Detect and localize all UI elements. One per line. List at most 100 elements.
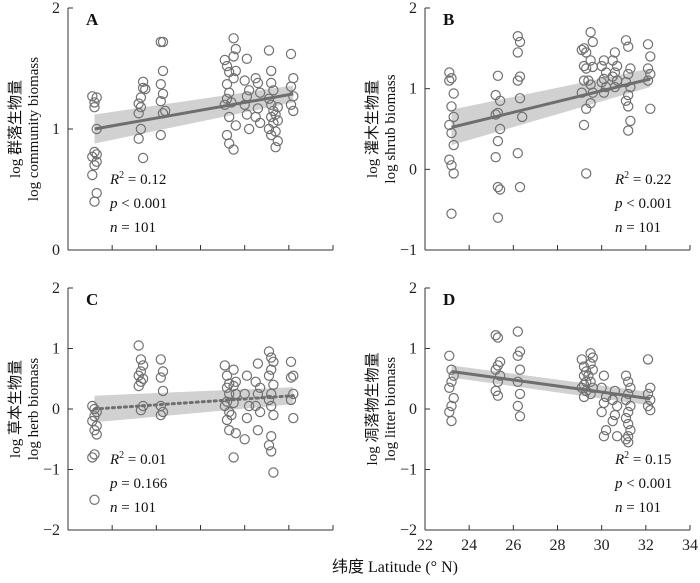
- data-point: [221, 129, 233, 141]
- data-point: [611, 431, 623, 442]
- data-point: [492, 332, 504, 343]
- panel-C: −2 −1 0 1 2 C R2 = 0.01 p = 0.166 n = 101 log 草本生…: [7, 280, 334, 539]
- y-axis-label-cn: log 群落生物量: [7, 80, 24, 178]
- data-point: [598, 397, 610, 409]
- data-point: [266, 99, 277, 111]
- data-point: [91, 187, 102, 199]
- data-point: [645, 394, 656, 406]
- data-point: [230, 65, 241, 77]
- data-point: [583, 370, 594, 381]
- y-tick-label: 0: [52, 242, 60, 259]
- data-point: [230, 428, 241, 439]
- data-point: [490, 385, 501, 397]
- data-point: [645, 51, 656, 62]
- data-point: [252, 77, 264, 89]
- data-point: [263, 394, 275, 406]
- data-point: [87, 91, 98, 102]
- y-axis-label-en: log herb biomass: [26, 358, 42, 461]
- data-point: [288, 105, 299, 117]
- data-point: [285, 48, 297, 60]
- data-point: [611, 400, 623, 412]
- panel-letter: A: [86, 10, 99, 29]
- x-axis-label: 纬度 Latitude (° N): [332, 558, 458, 576]
- data-point: [581, 63, 592, 74]
- data-point: [514, 364, 526, 375]
- y-tick-label: 2: [409, 280, 417, 297]
- data-point: [241, 370, 253, 381]
- data-point: [611, 60, 623, 72]
- data-point: [645, 103, 656, 115]
- data-point: [266, 77, 277, 89]
- regression-line: [94, 92, 294, 131]
- data-point: [448, 392, 459, 404]
- y-tick-label: 2: [409, 0, 417, 17]
- data-point: [444, 350, 455, 361]
- data-point: [512, 47, 524, 58]
- data-point: [585, 79, 596, 90]
- data-point: [272, 135, 283, 147]
- data-point: [135, 92, 147, 103]
- data-point: [263, 45, 275, 56]
- data-point: [140, 83, 151, 95]
- data-point: [223, 388, 235, 400]
- regression-line: [451, 370, 651, 401]
- data-point: [250, 111, 261, 123]
- data-point: [512, 350, 524, 361]
- data-point: [135, 101, 147, 113]
- data-point: [623, 376, 634, 387]
- data-point: [623, 101, 634, 112]
- data-point: [263, 123, 275, 135]
- y-tick-label: −2: [43, 522, 60, 539]
- data-point: [89, 146, 100, 158]
- data-point: [598, 431, 610, 442]
- confidence-band: [451, 68, 651, 146]
- data-point: [221, 60, 233, 72]
- data-point: [576, 354, 588, 365]
- data-point: [133, 133, 144, 144]
- y-tick-label: −2: [400, 522, 417, 539]
- data-point: [448, 168, 459, 179]
- data-point: [254, 117, 266, 129]
- data-point: [494, 370, 506, 381]
- data-point: [576, 87, 588, 98]
- data-point: [157, 406, 169, 418]
- data-point: [266, 65, 277, 77]
- data-point: [620, 412, 632, 424]
- data-point: [492, 135, 504, 147]
- data-point: [444, 75, 455, 86]
- x-tick-label: 24: [461, 537, 477, 554]
- data-point: [585, 55, 596, 66]
- data-point: [157, 88, 169, 100]
- data-point: [585, 358, 596, 369]
- data-point: [645, 382, 656, 393]
- data-point: [625, 115, 636, 127]
- confidence-band: [94, 85, 294, 144]
- data-point: [620, 370, 632, 381]
- stat-p: p < 0.001: [614, 476, 672, 492]
- stat-r2: R2 = 0.22: [614, 170, 671, 188]
- data-point: [137, 360, 149, 371]
- x-tick-label: 30: [594, 537, 610, 554]
- data-point: [228, 72, 239, 84]
- x-tick-label: 32: [638, 537, 654, 554]
- y-tick-label: 2: [52, 280, 60, 297]
- data-point: [223, 138, 235, 149]
- data-point: [578, 391, 590, 403]
- data-point: [228, 33, 239, 44]
- data-point: [239, 434, 250, 445]
- stat-n: n = 101: [110, 220, 156, 236]
- data-point: [272, 101, 283, 113]
- data-point: [254, 406, 266, 418]
- data-point: [625, 400, 636, 412]
- stat-r2: R2 = 0.01: [109, 450, 166, 468]
- data-point: [446, 72, 457, 84]
- data-point: [598, 370, 610, 381]
- data-point: [642, 354, 654, 365]
- panel-A: 0 1 2 A R2 = 0.12 p < 0.001 n = 101 log 群落生物量 lo…: [7, 0, 334, 259]
- data-point: [266, 446, 277, 457]
- x-tick-label: 22: [417, 537, 433, 554]
- data-point: [625, 425, 636, 436]
- data-point: [446, 127, 457, 139]
- data-point: [137, 82, 149, 94]
- stat-r2: R2 = 0.12: [109, 170, 166, 188]
